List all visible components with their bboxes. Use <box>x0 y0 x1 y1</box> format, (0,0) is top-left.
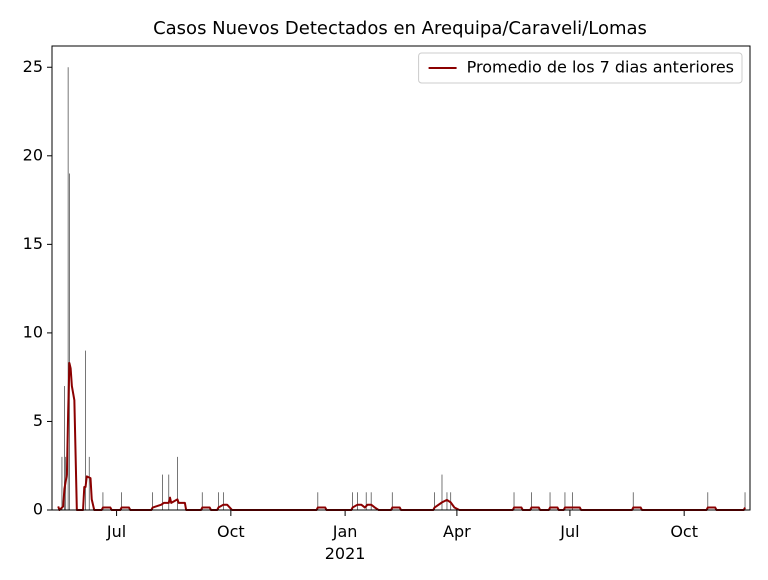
bar <box>441 474 443 510</box>
legend: Promedio de los 7 dias anteriores <box>418 52 743 84</box>
bar <box>365 492 367 510</box>
x-tick-label: Jul <box>106 522 126 541</box>
bar <box>152 492 154 510</box>
average-line <box>57 362 746 511</box>
legend-label: Promedio de los 7 dias anteriores <box>467 58 734 77</box>
bar <box>61 456 63 510</box>
bar <box>357 492 358 510</box>
bar <box>121 492 122 510</box>
bar <box>162 474 163 510</box>
chart-title: Casos Nuevos Detectados en Arequipa/Cara… <box>153 18 647 39</box>
bar <box>370 492 372 510</box>
bar <box>744 492 746 510</box>
x-tick-label: Oct <box>670 522 698 541</box>
bar <box>222 492 224 510</box>
y-tick-label: 5 <box>33 411 43 430</box>
x-tick-label: Jan 2021 <box>325 522 366 563</box>
plot-frame <box>51 45 751 511</box>
y-tick-label: 20 <box>23 145 43 164</box>
bar <box>531 492 532 510</box>
x-tick-label: Oct <box>217 522 245 541</box>
bar <box>352 492 353 510</box>
x-tick-label: Jul <box>559 522 579 541</box>
y-tick-label: 25 <box>23 57 43 76</box>
y-tick-label: 10 <box>23 322 43 341</box>
bar <box>67 67 69 511</box>
bar <box>64 386 65 510</box>
bar <box>218 492 219 510</box>
bar <box>317 492 319 510</box>
bar <box>564 492 566 510</box>
bar <box>446 492 448 510</box>
bar <box>68 173 70 510</box>
y-tick-label: 15 <box>23 234 43 253</box>
bar <box>201 492 203 510</box>
x-tick-label: Apr <box>443 522 471 541</box>
bar <box>434 492 435 510</box>
bar <box>102 492 104 510</box>
bar <box>632 492 634 510</box>
bar <box>88 456 90 510</box>
bar <box>168 474 170 510</box>
bar <box>450 492 452 510</box>
bar <box>177 456 178 510</box>
bar <box>549 492 551 510</box>
y-tick-label: 0 <box>33 500 43 519</box>
bar <box>85 350 86 510</box>
bar <box>707 492 709 510</box>
bar <box>571 492 573 510</box>
bar <box>513 492 515 510</box>
bar <box>391 492 393 510</box>
legend-box <box>418 52 743 84</box>
